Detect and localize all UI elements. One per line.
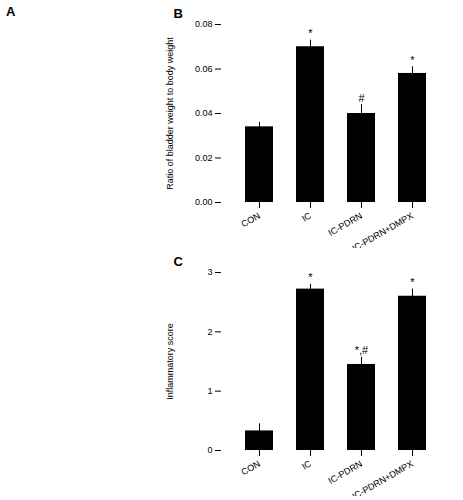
svg-text:C: C: [174, 254, 184, 269]
svg-text:*,#: *,#: [355, 344, 369, 356]
svg-text:*: *: [410, 54, 415, 66]
svg-text:IC: IC: [300, 458, 313, 471]
svg-text:0: 0: [207, 445, 212, 455]
svg-text:IC-PDRN: IC-PDRN: [326, 459, 363, 486]
svg-text:*: *: [410, 276, 415, 288]
svg-text:IC-PDRN+DMPX: IC-PDRN+DMPX: [350, 211, 415, 248]
svg-text:IC-PDRN+DMPX: IC-PDRN+DMPX: [350, 459, 415, 496]
svg-text:IC: IC: [300, 210, 313, 223]
svg-text:IC-PDRN: IC-PDRN: [326, 211, 363, 238]
svg-text:*: *: [308, 27, 313, 39]
svg-text:1: 1: [207, 386, 212, 396]
svg-text:#: #: [358, 92, 365, 104]
svg-text:CON: CON: [240, 459, 262, 478]
svg-text:Ratio of bladder weight to bod: Ratio of bladder weight to body weight: [165, 37, 175, 190]
svg-text:0.00: 0.00: [195, 197, 213, 207]
html-text:A: A: [6, 4, 16, 19]
svg-text:3: 3: [207, 267, 212, 277]
svg-text:*: *: [308, 271, 313, 283]
svg-text:0.06: 0.06: [195, 64, 213, 74]
svg-text:B: B: [174, 6, 183, 21]
svg-text:0.04: 0.04: [195, 108, 213, 118]
svg-text:0.02: 0.02: [195, 153, 213, 163]
svg-text:CON: CON: [240, 211, 262, 230]
svg-text:Inflammatory score: Inflammatory score: [165, 323, 175, 400]
svg-text:0.08: 0.08: [195, 19, 213, 29]
svg-text:2: 2: [207, 327, 212, 337]
